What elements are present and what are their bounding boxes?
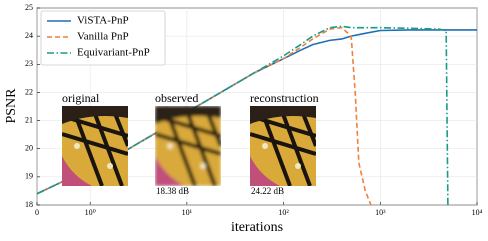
y-tick-label: 19 <box>25 172 33 181</box>
y-tick-label: 22 <box>25 87 33 96</box>
x-tick-label: 10⁴ <box>472 208 483 217</box>
inset-label: original <box>62 91 100 105</box>
x-tick-label: 10¹ <box>182 208 193 217</box>
legend-box <box>40 10 166 66</box>
inset-label: reconstruction <box>250 91 319 105</box>
y-axis-label: PSNR <box>4 88 19 124</box>
x-axis-label: iterations <box>231 220 283 235</box>
inset-observed <box>155 106 221 186</box>
x-tick-label: 10² <box>278 208 289 217</box>
legend-label: Equivariant-PnP <box>77 47 150 59</box>
y-tick-label: 18 <box>25 200 33 209</box>
y-tick-label: 21 <box>25 115 33 124</box>
y-tick-label: 24 <box>25 31 33 40</box>
x-tick-label: 10⁰ <box>85 208 96 217</box>
x-tick-label: 10³ <box>375 208 386 217</box>
inset-original <box>62 106 128 186</box>
y-tick-label: 20 <box>25 144 33 153</box>
psnr-label: 18.38 dB <box>156 186 189 196</box>
inset-reconstruction <box>250 106 316 186</box>
y-tick-label: 23 <box>25 59 33 68</box>
inset-label: observed <box>155 91 198 105</box>
series-line <box>36 26 372 206</box>
y-tick-label: 25 <box>25 3 33 12</box>
series-line <box>36 25 449 206</box>
legend-label: ViSTA-PnP <box>77 15 129 27</box>
legend-label: Vanilla PnP <box>77 31 129 43</box>
x-tick-label: 0 <box>35 208 39 217</box>
psnr-label: 24.22 dB <box>251 186 284 196</box>
